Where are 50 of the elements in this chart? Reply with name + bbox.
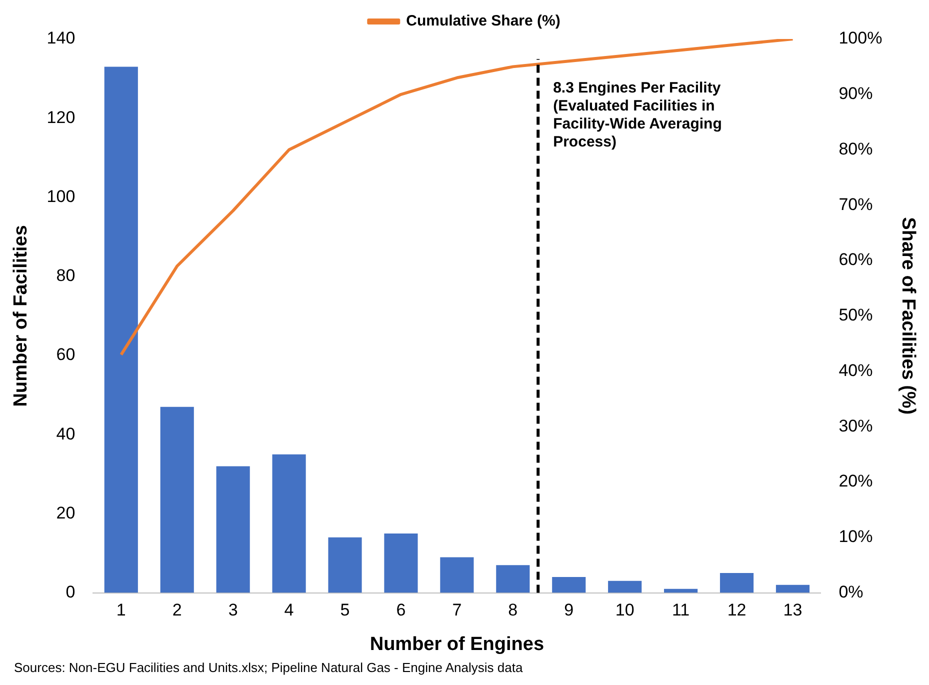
y-tick-label: 40 [56,424,76,444]
x-tick-label: 11 [672,600,690,620]
y-axis-title: Number of Facilities [10,225,32,407]
bar [216,466,250,593]
bar [384,533,418,593]
bar [608,580,642,593]
x-tick-label: 2 [172,600,182,620]
bar [496,565,530,593]
y-tick-label: 120 [46,108,76,127]
x-tick-label: 1 [116,600,126,620]
bar [160,406,194,593]
y2-tick-label: 80% [838,139,873,158]
y2-tick-label: 0% [838,582,864,602]
bar [776,584,810,593]
bar [272,454,306,593]
x-tick-label: 5 [340,600,350,620]
x-tick-label: 12 [727,600,746,620]
bar [440,557,474,593]
x-tick-label: 13 [783,600,802,620]
x-tick-label: 4 [284,600,294,620]
bar [720,573,754,593]
x-tick-label: 9 [564,600,574,620]
x-tick-label: 6 [396,600,406,620]
bar [328,537,362,593]
y-tick-label: 60 [56,345,76,364]
x-tick-label: 7 [452,600,462,620]
y2-axis-title: Share of Facilities (%) [897,217,918,415]
y-tick-label: 20 [56,503,76,522]
y2-tick-label: 90% [838,84,873,104]
y-tick-label: 0 [66,582,76,602]
legend-label: Cumulative Share (%) [406,12,560,30]
bar [552,576,586,593]
y2-tick-label: 10% [838,527,873,546]
y2-tick-label: 70% [838,194,873,214]
x-tick-label: 8 [508,600,518,620]
ref-line-label: 8.3 Engines Per Facility (Evaluated Facilities in Facility-Wide Averaging Process) [553,80,722,151]
y2-tick-label: 60% [838,250,873,270]
x-tick-label: 10 [615,600,634,620]
y2-tick-label: 20% [838,472,873,491]
y-tick-label: 140 [46,28,76,48]
y-tick-label: 80 [56,266,76,286]
y2-tick-label: 40% [838,360,873,380]
bar [104,66,138,593]
source-note: Sources: Non-EGU Facilities and Units.xlsx; Pipeline Natural Gas - Engine Analysis data [14,660,524,675]
y2-tick-label: 50% [838,306,873,325]
x-tick-label: 3 [228,600,238,620]
y-tick-label: 100 [46,186,76,206]
x-axis-title: Number of Engines [370,634,544,655]
y2-tick-label: 30% [838,416,873,436]
y2-tick-label: 100% [838,28,882,48]
